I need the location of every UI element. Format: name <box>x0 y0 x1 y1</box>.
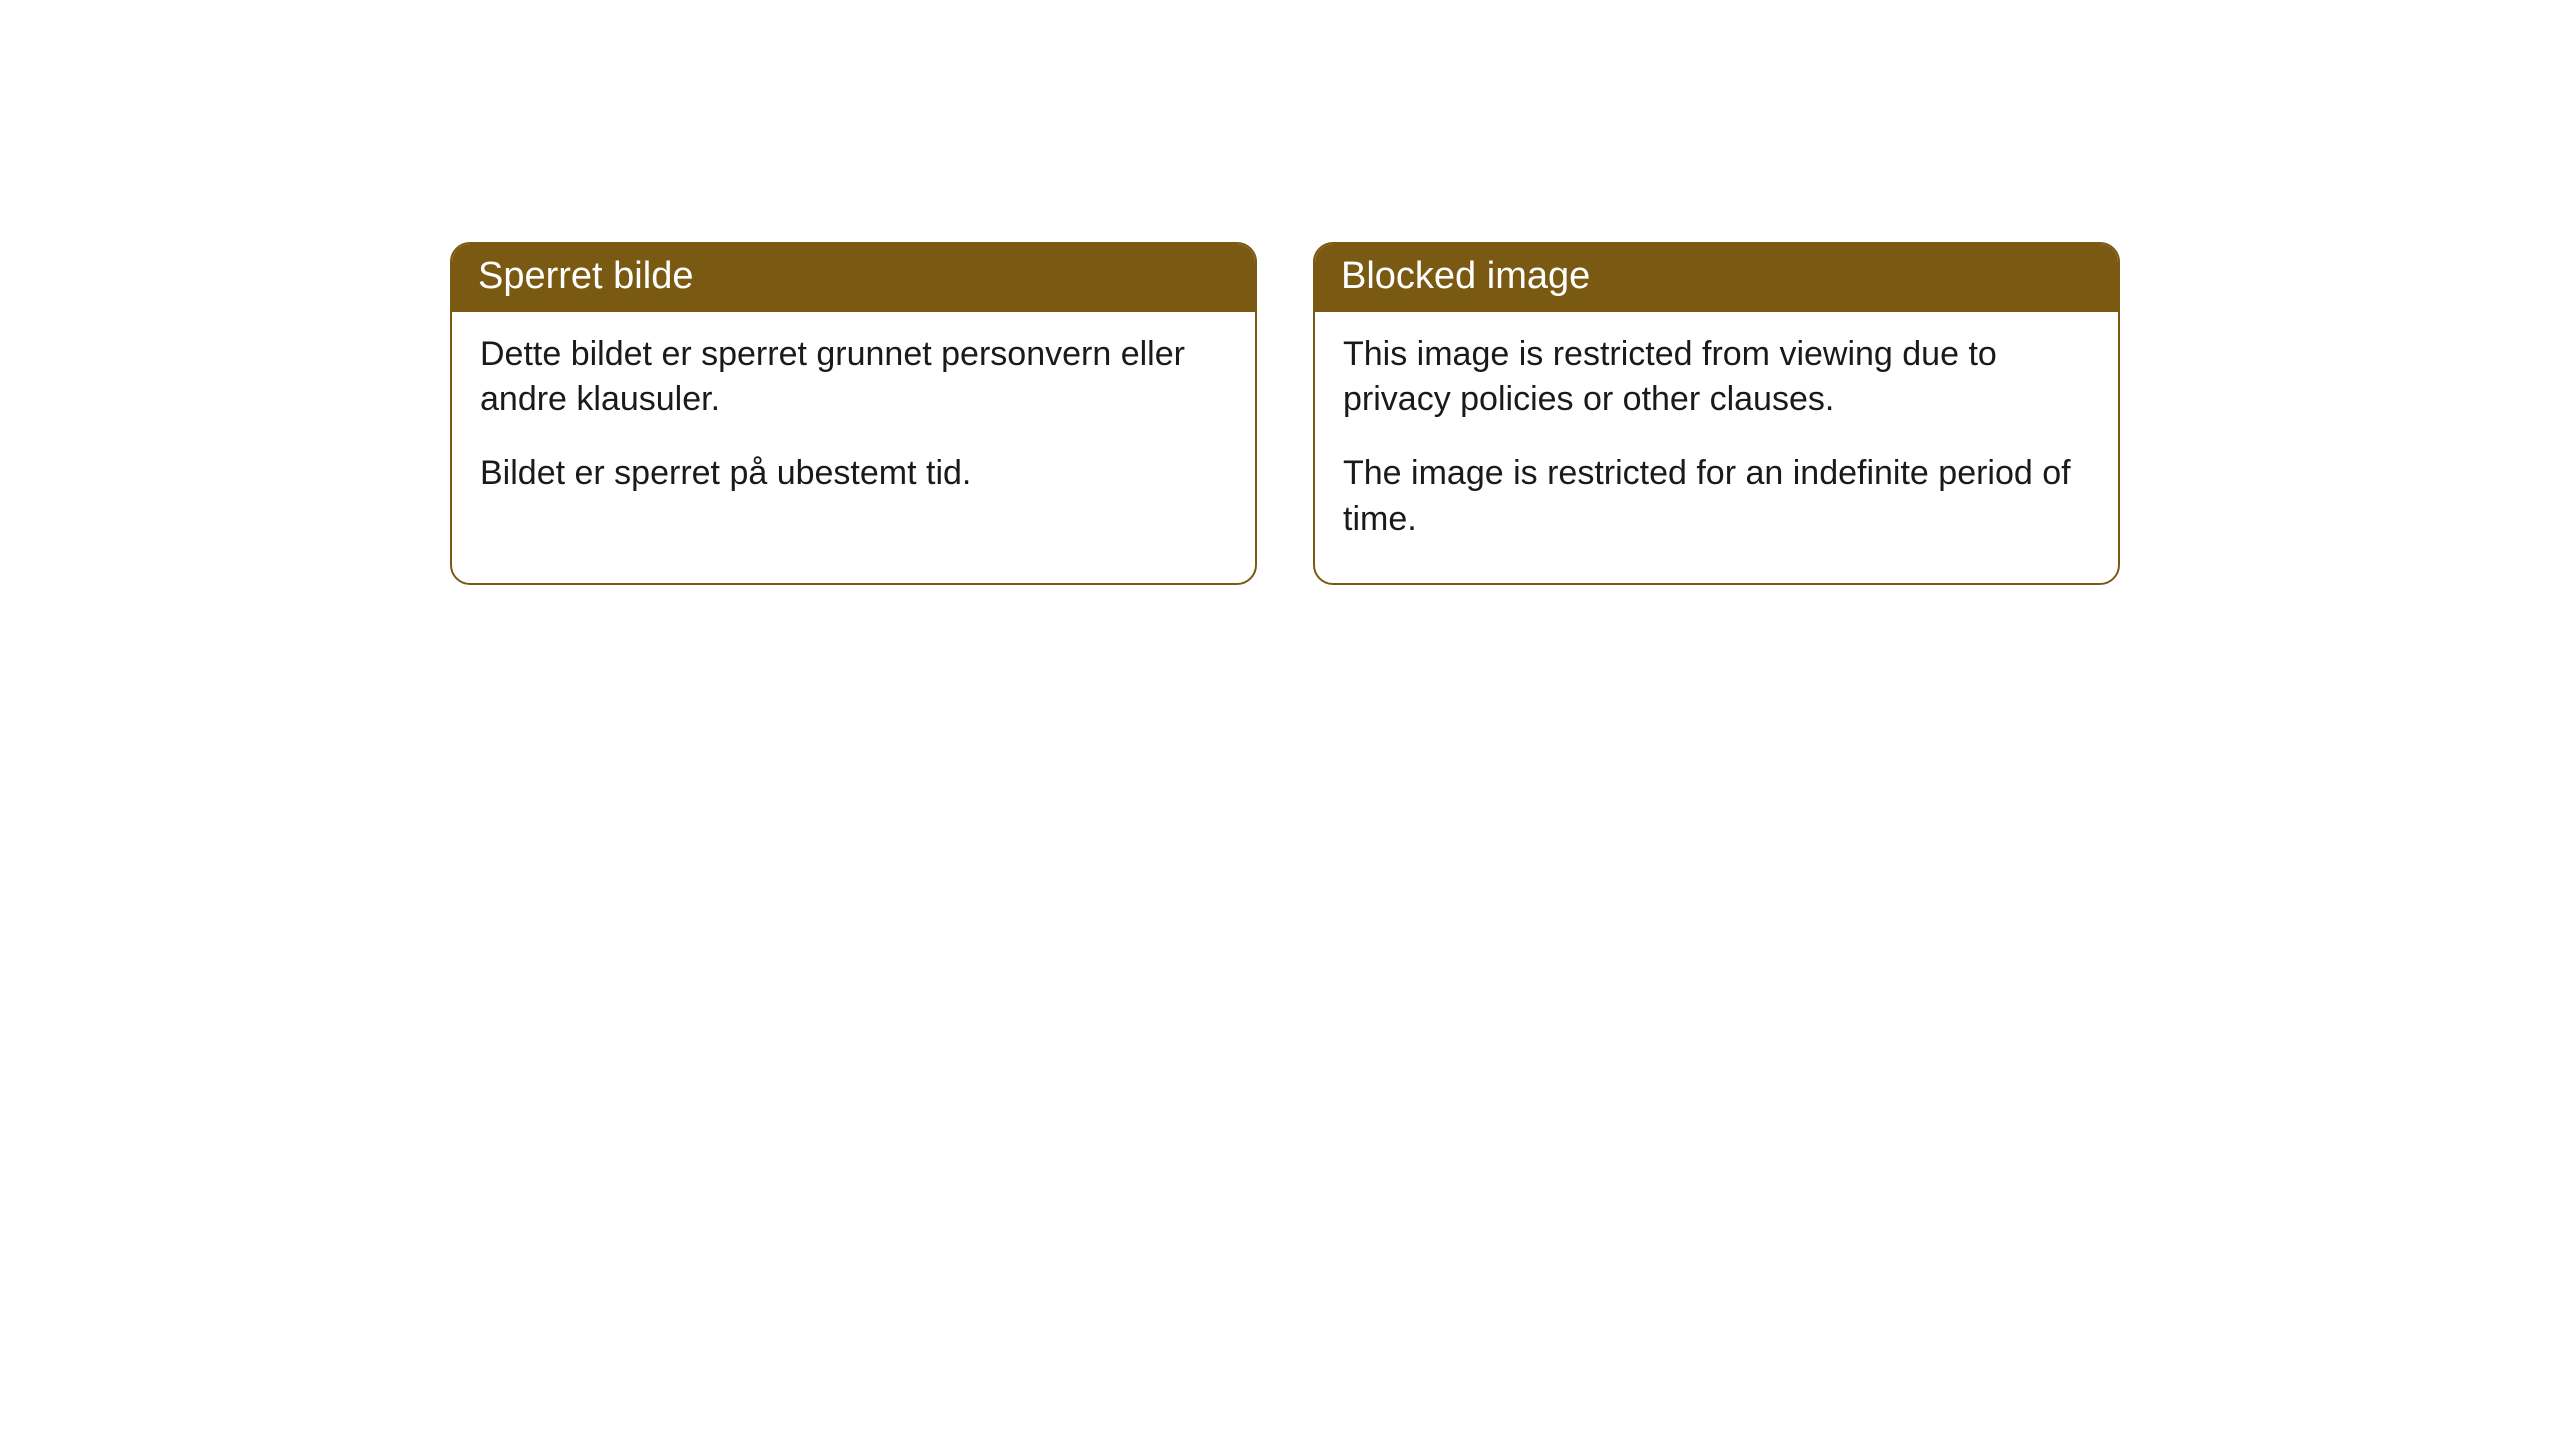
card-paragraph-2: Bildet er sperret på ubestemt tid. <box>480 451 1227 497</box>
card-body: Dette bildet er sperret grunnet personve… <box>452 312 1255 538</box>
notice-cards-container: Sperret bilde Dette bildet er sperret gr… <box>450 242 2120 585</box>
card-title: Blocked image <box>1341 255 1590 297</box>
card-paragraph-1: Dette bildet er sperret grunnet personve… <box>480 332 1227 424</box>
card-header: Blocked image <box>1315 244 2118 312</box>
card-body: This image is restricted from viewing du… <box>1315 312 2118 584</box>
card-paragraph-2: The image is restricted for an indefinit… <box>1343 451 2090 543</box>
card-paragraph-1: This image is restricted from viewing du… <box>1343 332 2090 424</box>
notice-card-norwegian: Sperret bilde Dette bildet er sperret gr… <box>450 242 1257 585</box>
card-header: Sperret bilde <box>452 244 1255 312</box>
notice-card-english: Blocked image This image is restricted f… <box>1313 242 2120 585</box>
card-title: Sperret bilde <box>478 255 693 297</box>
